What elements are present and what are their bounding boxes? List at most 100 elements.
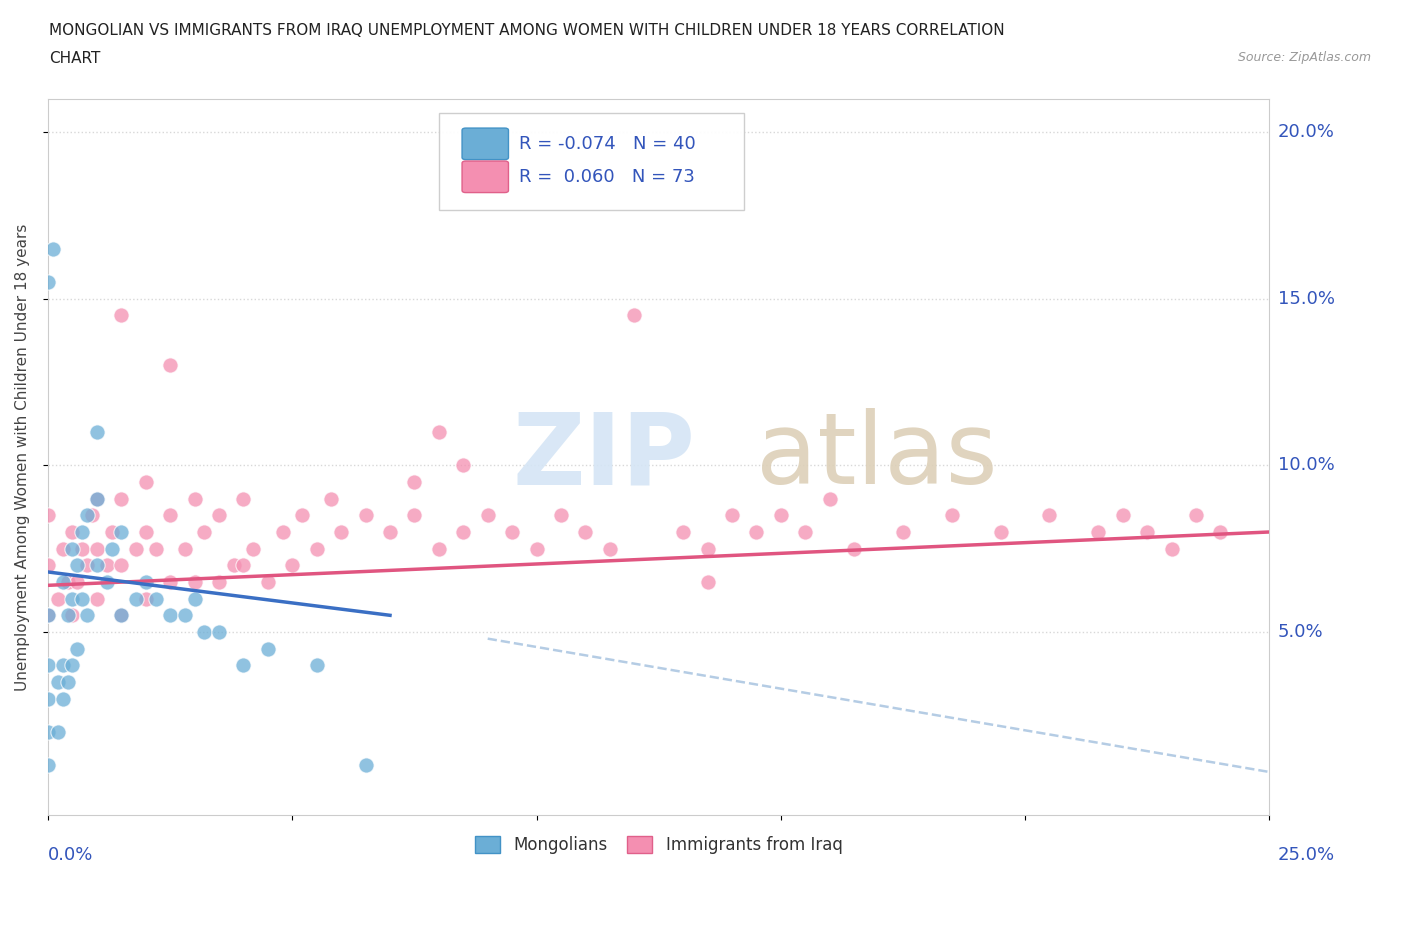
Point: [696, 575, 718, 590]
Point: [86, 425, 108, 440]
Point: [135, 575, 157, 590]
Point: [135, 474, 157, 489]
Point: [135, 591, 157, 606]
Point: [1160, 541, 1182, 556]
Point: [271, 525, 294, 539]
Point: [281, 558, 304, 573]
Point: [62, 608, 84, 623]
Text: CHART: CHART: [49, 51, 101, 66]
Point: [159, 508, 181, 523]
Point: [52, 541, 75, 556]
Point: [159, 358, 181, 373]
Point: [159, 575, 181, 590]
Point: [721, 508, 744, 523]
Point: [86, 541, 108, 556]
Point: [86, 591, 108, 606]
Point: [62, 658, 84, 672]
Point: [232, 658, 254, 672]
Point: [453, 458, 475, 472]
Text: Source: ZipAtlas.com: Source: ZipAtlas.com: [1237, 51, 1371, 64]
Point: [193, 625, 215, 640]
Point: [70, 541, 93, 556]
Point: [242, 541, 264, 556]
Point: [173, 541, 195, 556]
Point: [990, 525, 1012, 539]
Point: [52, 691, 75, 706]
Point: [232, 491, 254, 506]
Text: R =  0.060   N = 73: R = 0.060 N = 73: [519, 167, 696, 186]
Point: [110, 525, 132, 539]
Point: [110, 608, 132, 623]
Point: [46, 674, 69, 689]
Point: [80, 508, 103, 523]
FancyBboxPatch shape: [463, 161, 509, 193]
Point: [66, 575, 89, 590]
Point: [599, 541, 621, 556]
Point: [125, 591, 148, 606]
Point: [52, 658, 75, 672]
Point: [86, 491, 108, 506]
Point: [86, 558, 108, 573]
Point: [941, 508, 963, 523]
Text: 20.0%: 20.0%: [1278, 123, 1334, 141]
Point: [1185, 508, 1208, 523]
Point: [145, 591, 167, 606]
Point: [404, 508, 426, 523]
Point: [427, 425, 450, 440]
Point: [37, 691, 59, 706]
Point: [76, 508, 98, 523]
Text: 15.0%: 15.0%: [1278, 289, 1334, 308]
Point: [70, 591, 93, 606]
Point: [794, 525, 817, 539]
Text: R = -0.074   N = 40: R = -0.074 N = 40: [519, 135, 696, 153]
Point: [76, 558, 98, 573]
Text: MONGOLIAN VS IMMIGRANTS FROM IRAQ UNEMPLOYMENT AMONG WOMEN WITH CHILDREN UNDER 1: MONGOLIAN VS IMMIGRANTS FROM IRAQ UNEMPL…: [49, 23, 1005, 38]
Point: [208, 575, 231, 590]
Point: [62, 525, 84, 539]
Point: [453, 525, 475, 539]
Point: [257, 575, 280, 590]
Point: [354, 508, 377, 523]
Point: [37, 608, 59, 623]
Point: [291, 508, 314, 523]
Point: [623, 308, 645, 323]
Point: [110, 308, 132, 323]
Point: [42, 241, 65, 256]
Point: [574, 525, 596, 539]
Point: [100, 541, 122, 556]
Point: [37, 724, 59, 739]
Point: [1112, 508, 1135, 523]
Point: [1038, 508, 1060, 523]
Point: [70, 525, 93, 539]
Point: [37, 508, 59, 523]
Point: [330, 525, 353, 539]
Point: [232, 558, 254, 573]
Point: [501, 525, 523, 539]
Point: [257, 641, 280, 656]
Point: [1209, 525, 1232, 539]
Point: [62, 591, 84, 606]
Point: [66, 641, 89, 656]
FancyBboxPatch shape: [439, 113, 744, 210]
Text: atlas: atlas: [756, 408, 998, 506]
Point: [672, 525, 695, 539]
Point: [125, 541, 148, 556]
Point: [135, 525, 157, 539]
Point: [477, 508, 499, 523]
Point: [159, 608, 181, 623]
Text: 10.0%: 10.0%: [1278, 457, 1334, 474]
Point: [56, 608, 79, 623]
Point: [404, 474, 426, 489]
Point: [208, 625, 231, 640]
Text: ZIP: ZIP: [512, 408, 695, 506]
Point: [56, 674, 79, 689]
Point: [56, 575, 79, 590]
Point: [193, 525, 215, 539]
Point: [378, 525, 401, 539]
Point: [173, 608, 195, 623]
Point: [550, 508, 572, 523]
Point: [183, 591, 205, 606]
Point: [37, 658, 59, 672]
Point: [76, 608, 98, 623]
Point: [62, 541, 84, 556]
